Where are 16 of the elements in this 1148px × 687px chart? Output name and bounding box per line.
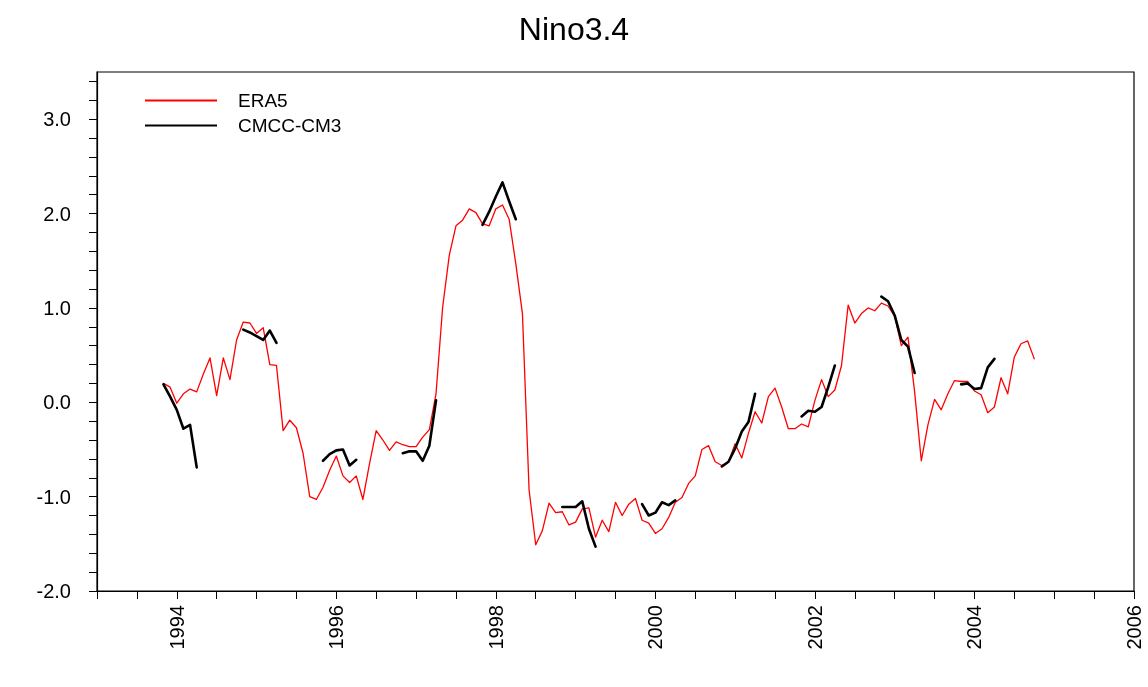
y-tick-label: 0.0 [43,391,71,414]
chart-title: Nino3.4 [518,11,630,47]
y-tick-label: 2.0 [43,202,71,225]
x-tick-label: 1994 [165,605,188,650]
x-tick-label: 2006 [1123,605,1145,650]
x-tick-label: 2002 [803,605,826,650]
y-tick-label: 3.0 [43,108,71,131]
legend-label: ERA5 [238,90,288,111]
x-tick-label: 1996 [325,605,348,650]
x-tick-label: 1998 [484,605,507,650]
y-tick-label: 1.0 [43,296,71,319]
y-tick-label: -2.0 [36,580,71,602]
x-tick-label: 2004 [963,605,986,650]
y-tick-label: -1.0 [36,485,71,508]
x-tick-label: 2000 [644,605,667,650]
legend-label: CMCC-CM3 [238,115,342,136]
